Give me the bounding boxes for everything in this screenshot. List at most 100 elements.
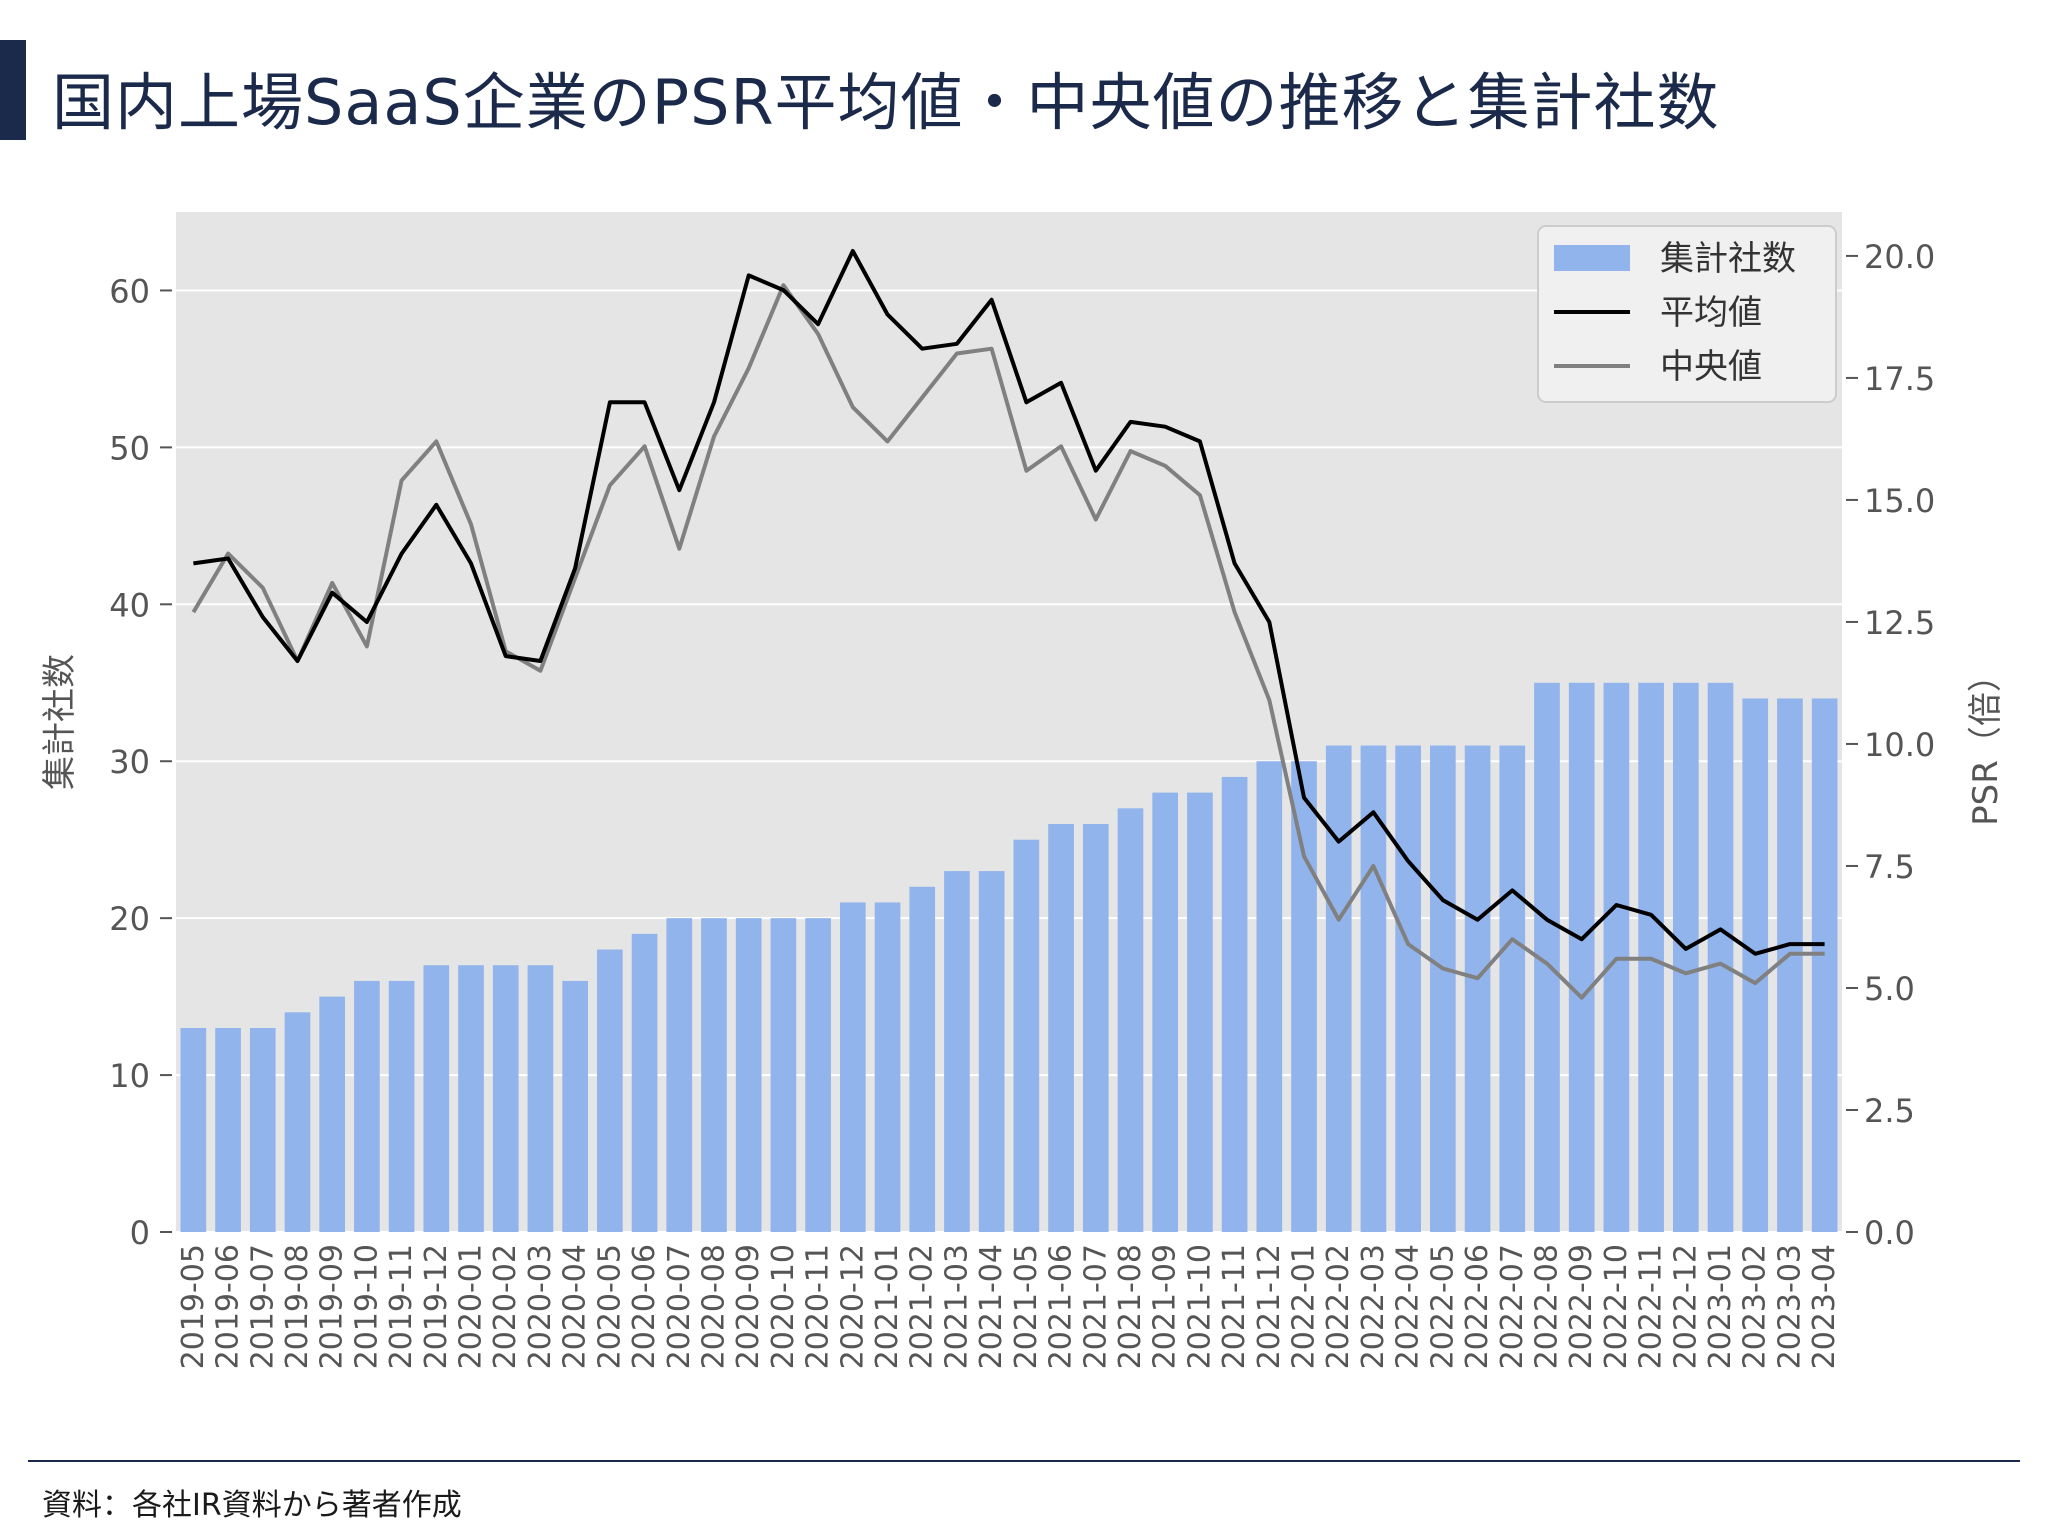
bar [978,871,1005,1232]
x-tick-label: 2021-08 [1113,1244,1148,1369]
x-tick-label: 2020-08 [696,1244,731,1369]
x-tick-label: 2022-06 [1460,1244,1495,1369]
legend-label: 平均値 [1660,293,1762,333]
x-tick-label: 2019-07 [245,1244,280,1369]
y-right-tick-label: 0.0 [1864,1214,1915,1252]
footer-divider [28,1460,2020,1462]
bar [805,918,831,1232]
x-tick-label: 2019-05 [176,1244,211,1369]
y-left-tick-label: 50 [109,429,150,467]
y-right-tick-label: 15.0 [1864,482,1935,520]
bar [1742,698,1769,1232]
x-tick-label: 2022-07 [1495,1244,1530,1369]
bar [388,980,415,1232]
x-tick-label: 2019-09 [315,1244,350,1369]
bar [1707,682,1734,1232]
y-right-tick-label: 17.5 [1864,360,1935,398]
x-tick-label: 2021-05 [1009,1244,1044,1369]
bar [458,965,484,1232]
bar [874,902,901,1232]
page-title: 国内上場SaaS企業のPSR平均値・中央値の推移と集計社数 [52,66,1720,139]
x-tick-label: 2020-05 [592,1244,627,1369]
x-tick-label: 2020-09 [731,1244,766,1369]
legend-label: 集計社数 [1660,239,1796,279]
bar [1291,761,1317,1232]
x-tick-label: 2022-12 [1668,1244,1703,1369]
bar [215,1028,241,1232]
x-tick-label: 2021-07 [1078,1244,1113,1369]
x-tick-label: 2020-11 [801,1244,836,1369]
x-tick-label: 2022-04 [1391,1244,1426,1369]
bar [1430,745,1456,1232]
y-left-tick-label: 10 [109,1057,150,1095]
x-tick-label: 2022-09 [1564,1244,1599,1369]
x-tick-label: 2022-03 [1356,1244,1391,1369]
bar [1568,682,1595,1232]
x-tick-label: 2023-04 [1807,1244,1842,1369]
bar [701,918,727,1232]
x-tick-label: 2020-02 [488,1244,523,1369]
x-tick-label: 2022-05 [1425,1244,1460,1369]
legend-swatch-bar [1554,245,1630,271]
x-tick-label: 2020-10 [766,1244,801,1369]
x-tick-label: 2021-11 [1217,1244,1252,1369]
x-tick-label: 2021-06 [1044,1244,1079,1369]
x-tick-label: 2022-10 [1599,1244,1634,1369]
y-right-tick-label: 7.5 [1864,848,1915,886]
source-note: 資料：各社IR資料から著者作成 [42,1488,462,1523]
bar [770,918,797,1232]
x-tick-label: 2022-08 [1529,1244,1564,1369]
bar [1117,808,1144,1232]
bar [909,886,936,1232]
bar [1672,682,1699,1232]
x-tick-label: 2020-03 [523,1244,558,1369]
y-left-tick-label: 30 [109,743,150,781]
bar [1395,745,1421,1232]
title-accent-bar [0,40,26,140]
bar [1221,776,1248,1232]
x-tick-label: 2020-04 [558,1244,593,1369]
bar [1013,839,1040,1232]
bar [1048,824,1074,1232]
bar [735,918,762,1232]
x-tick-label: 2023-02 [1738,1244,1773,1369]
x-tick-label: 2020-12 [835,1244,870,1369]
x-tick-label: 2019-08 [280,1244,315,1369]
x-tick-label: 2021-03 [939,1244,974,1369]
y-left-tick-label: 0 [130,1214,150,1252]
bar [249,1028,276,1232]
x-tick-label: 2019-06 [211,1244,246,1369]
bar [839,902,866,1232]
x-tick-label: 2023-03 [1772,1244,1807,1369]
bar [180,1028,207,1232]
bar [944,871,970,1232]
x-tick-label: 2020-07 [662,1244,697,1369]
bar [1464,745,1491,1232]
x-tick-label: 2022-01 [1287,1244,1322,1369]
bar [1152,792,1179,1232]
bar [562,980,588,1232]
bar [1499,745,1526,1232]
x-tick-label: 2022-02 [1321,1244,1356,1369]
y-right-tick-label: 10.0 [1864,726,1935,764]
bar [492,965,519,1232]
x-tick-label: 2022-11 [1634,1244,1669,1369]
y-right-tick-label: 5.0 [1864,970,1915,1008]
bar [1187,792,1213,1232]
x-tick-label: 2020-06 [627,1244,662,1369]
bar [527,965,554,1232]
bar [423,965,450,1232]
bar [1256,761,1283,1232]
bar [1777,698,1803,1232]
legend-label: 中央値 [1660,347,1762,387]
bar [1325,745,1352,1232]
x-tick-label: 2021-01 [870,1244,905,1369]
y-right-axis-title: PSR（倍） [1966,658,2006,826]
median-line [191,283,1825,1000]
bar [1811,698,1838,1232]
x-tick-label: 2021-12 [1252,1244,1287,1369]
y-left-tick-label: 20 [109,900,150,938]
x-tick-label: 2021-10 [1182,1244,1217,1369]
